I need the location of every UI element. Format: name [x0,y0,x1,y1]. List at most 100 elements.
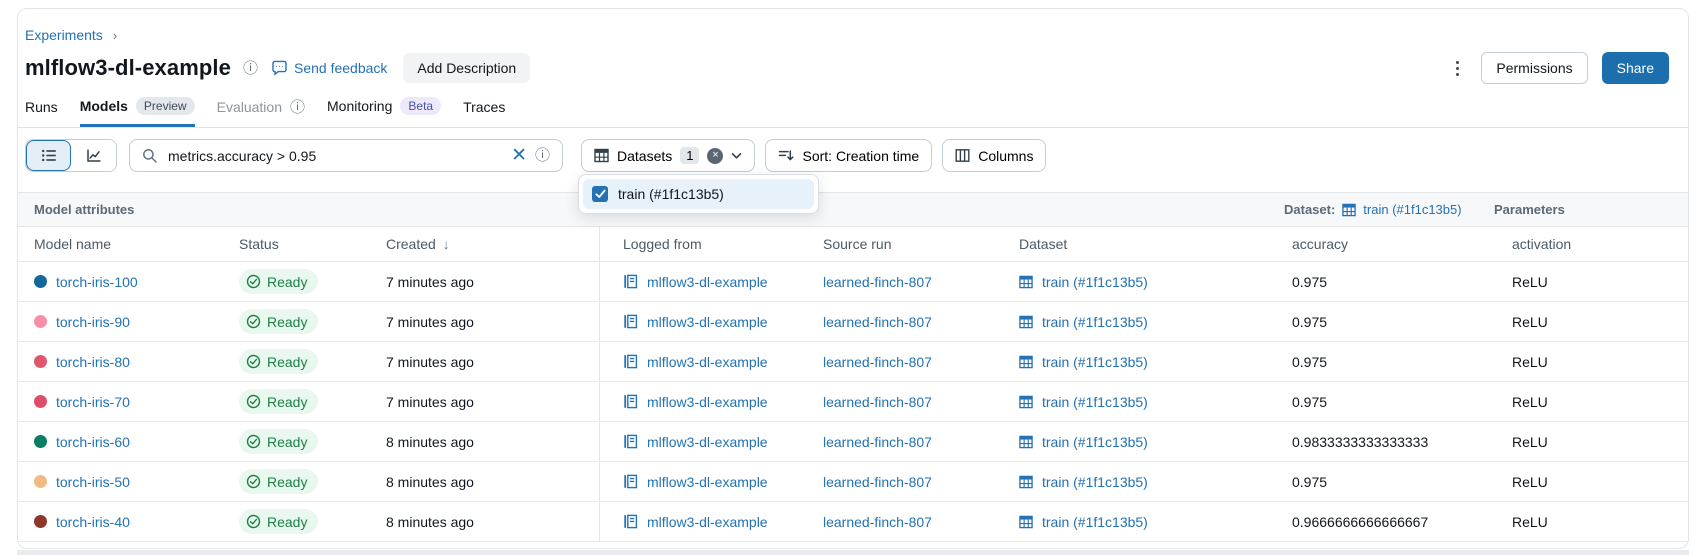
logged-from-link[interactable]: mlflow3-dl-example [647,433,768,450]
experiment-icon [624,434,638,449]
logged-from-link[interactable]: mlflow3-dl-example [647,273,768,290]
info-icon: ⓘ [290,98,306,116]
activation-cell: ReLU [1512,313,1548,330]
group-dataset-link[interactable]: train (#1f1c13b5) [1363,202,1462,217]
model-name-link[interactable]: torch-iris-100 [56,273,138,290]
send-feedback-label: Send feedback [293,60,388,76]
model-name-link[interactable]: torch-iris-40 [56,513,130,530]
source-run-link[interactable]: learned-finch-807 [823,353,932,370]
col-source-run[interactable]: Source run [823,236,892,252]
columns-icon [955,149,970,162]
table-row[interactable]: torch-iris-70 Ready 7 minutes ago mlflow… [18,382,1688,422]
dataset-link[interactable]: train (#1f1c13b5) [1042,393,1148,410]
check-circle-icon [246,274,261,289]
columns-button[interactable]: Columns [942,139,1047,172]
source-run-link[interactable]: learned-finch-807 [823,313,932,330]
tab-traces[interactable]: Traces [463,99,505,127]
check-circle-icon [246,514,261,529]
source-run-link[interactable]: learned-finch-807 [823,273,932,290]
tab-bar: Runs Models Preview Evaluation ⓘ Monitor… [18,97,1688,128]
tab-monitoring[interactable]: Monitoring Beta [327,97,442,127]
search-icon [142,148,158,164]
toolbar: ✕ ⓘ Datasets 1 × Sort: Creation time [18,139,1688,172]
datasets-filter-button[interactable]: Datasets 1 × [581,139,756,172]
accuracy-cell: 0.975 [1292,273,1328,290]
dataset-link[interactable]: train (#1f1c13b5) [1042,313,1148,330]
accuracy-cell: 0.9833333333333333 [1292,433,1429,450]
created-cell: 7 minutes ago [386,393,474,410]
status-badge: Ready [239,469,319,494]
page-card: Experiments › mlflow3-dl-example ⓘ Send … [17,8,1689,549]
columns-label: Columns [978,147,1034,164]
dataset-link[interactable]: train (#1f1c13b5) [1042,513,1148,530]
logged-from-link[interactable]: mlflow3-dl-example [647,353,768,370]
page-title: mlflow3-dl-example [25,55,231,80]
clear-search-icon[interactable]: ✕ [511,145,527,166]
clear-filter-icon[interactable]: × [707,147,724,164]
source-run-link[interactable]: learned-finch-807 [823,393,932,410]
accuracy-cell: 0.975 [1292,313,1328,330]
dataset-option-label: train (#1f1c13b5) [618,186,724,202]
dataset-link[interactable]: train (#1f1c13b5) [1042,353,1148,370]
model-name-link[interactable]: torch-iris-80 [56,353,130,370]
group-parameters: Parameters [1494,202,1565,217]
activation-cell: ReLU [1512,473,1548,490]
chart-view-button[interactable] [71,140,116,171]
view-toggle [25,139,117,172]
source-run-link[interactable]: learned-finch-807 [823,433,932,450]
dataset-option-train[interactable]: train (#1f1c13b5) [583,179,814,209]
breadcrumb-experiments-link[interactable]: Experiments [25,27,103,43]
tab-monitoring-label: Monitoring [327,98,393,114]
permissions-button[interactable]: Permissions [1481,52,1588,84]
tab-runs[interactable]: Runs [25,99,58,127]
dataset-link[interactable]: train (#1f1c13b5) [1042,433,1148,450]
header-row: mlflow3-dl-example ⓘ Send feedback Add D… [18,52,1688,84]
checkbox-checked[interactable] [592,186,608,202]
logged-from-link[interactable]: mlflow3-dl-example [647,393,768,410]
datasets-dropdown: train (#1f1c13b5) [578,174,819,214]
model-name-link[interactable]: torch-iris-90 [56,313,130,330]
col-activation[interactable]: activation [1512,236,1572,252]
status-badge: Ready [239,389,319,414]
sort-button[interactable]: Sort: Creation time [765,139,933,172]
model-name-link[interactable]: torch-iris-50 [56,473,130,490]
tab-models[interactable]: Models Preview [79,97,195,127]
search-input[interactable] [166,146,504,165]
kebab-menu-icon[interactable] [1448,55,1467,82]
col-created[interactable]: Created ↓ [386,236,450,252]
add-description-button[interactable]: Add Description [403,53,531,83]
col-dataset[interactable]: Dataset [1019,236,1068,252]
source-run-link[interactable]: learned-finch-807 [823,473,932,490]
table-row[interactable]: torch-iris-100 Ready 7 minutes ago mlflo… [18,262,1688,302]
experiment-icon [624,514,638,529]
col-model-name[interactable]: Model name [34,236,112,252]
logged-from-link[interactable]: mlflow3-dl-example [647,313,768,330]
tab-models-label: Models [79,98,128,114]
table-row[interactable]: torch-iris-90 Ready 7 minutes ago mlflow… [18,302,1688,342]
tab-evaluation[interactable]: Evaluation ⓘ [217,99,305,127]
share-button[interactable]: Share [1601,52,1669,84]
col-accuracy[interactable]: accuracy [1292,236,1349,252]
source-run-link[interactable]: learned-finch-807 [823,513,932,530]
send-feedback-link[interactable]: Send feedback [271,60,387,76]
dataset-table-icon [1019,475,1033,488]
logged-from-link[interactable]: mlflow3-dl-example [647,473,768,490]
info-icon[interactable]: ⓘ [242,59,258,77]
table-row[interactable]: torch-iris-40 Ready 8 minutes ago mlflow… [18,502,1688,542]
dataset-link[interactable]: train (#1f1c13b5) [1042,273,1148,290]
table-row[interactable]: torch-iris-60 Ready 8 minutes ago mlflow… [18,422,1688,462]
table-row[interactable]: torch-iris-50 Ready 8 minutes ago mlflow… [18,462,1688,502]
horizontal-scrollbar[interactable] [17,550,1689,555]
list-view-button[interactable] [26,140,71,171]
logged-from-link[interactable]: mlflow3-dl-example [647,513,768,530]
dataset-link[interactable]: train (#1f1c13b5) [1042,473,1148,490]
col-status[interactable]: Status [239,236,279,252]
model-name-link[interactable]: torch-iris-70 [56,393,130,410]
table-row[interactable]: torch-iris-80 Ready 7 minutes ago mlflow… [18,342,1688,382]
model-name-link[interactable]: torch-iris-60 [56,433,130,450]
activation-cell: ReLU [1512,393,1548,410]
col-logged-from[interactable]: Logged from [599,227,821,261]
check-icon [594,189,606,198]
model-color-dot [34,475,47,488]
search-info-icon[interactable]: ⓘ [534,147,550,164]
